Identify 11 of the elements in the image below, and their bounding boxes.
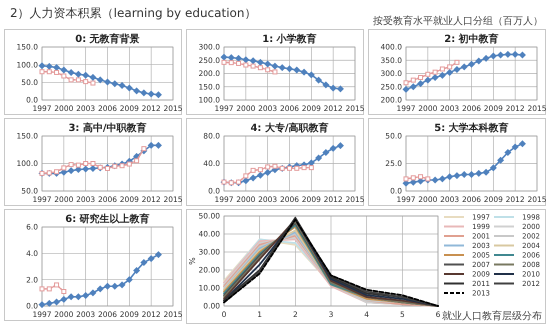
chart-title: 5: 大学本科教育: [434, 122, 509, 134]
chart-title: 0: 无教育背景: [75, 33, 140, 45]
text: 按受教育水平就业人口分组（百万人）: [373, 15, 543, 27]
chart-title: 4: 大专/高职教育: [250, 122, 329, 134]
text: 就业人口教育层级分布: [442, 310, 542, 322]
chart-title: 2: 初中教育: [444, 33, 499, 45]
y-axis-title: %: [188, 256, 197, 265]
text: 2）人力资本积累（learning by education）: [10, 6, 256, 20]
chart-title: 3: 高中/中职教育: [68, 122, 147, 134]
chart-title: 6: 研究生以上教育: [65, 213, 150, 225]
chart-title: 1: 小学教育: [262, 33, 317, 45]
